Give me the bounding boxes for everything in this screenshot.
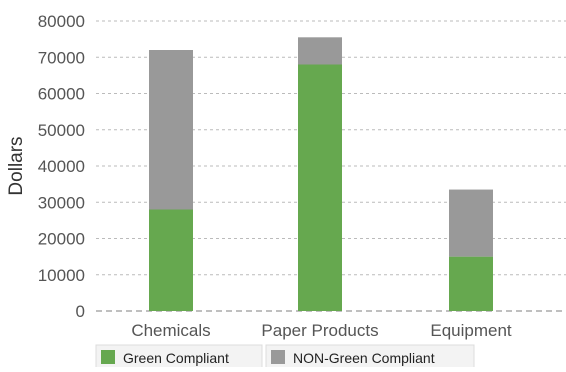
bar-green-compliant: [298, 64, 342, 311]
legend-item: Green Compliant: [95, 344, 263, 370]
bar-non-green-compliant: [149, 50, 193, 210]
legend-item-background: [265, 344, 475, 370]
y-tick-label: 60000: [38, 85, 85, 104]
legend-swatch: [271, 350, 285, 364]
x-tick-label: Equipment: [430, 321, 512, 340]
y-tick-label: 30000: [38, 193, 85, 212]
bar-non-green-compliant: [449, 189, 493, 257]
y-axis-tick-labels: 0 10000 20000 30000 40000 50000 60000 70000 8000…: [38, 12, 85, 321]
y-tick-label: 80000: [38, 12, 85, 31]
x-tick-label: Chemicals: [131, 321, 210, 340]
y-tick-label: 20000: [38, 230, 85, 249]
legend-label: NON-Green Compliant: [293, 350, 435, 366]
x-axis-tick-labels: Chemicals Paper Products Equipment: [131, 321, 512, 340]
legend-label: Green Compliant: [123, 350, 229, 366]
y-axis-label: Dollars: [6, 136, 27, 195]
y-tick-label: 40000: [38, 157, 85, 176]
y-tick-label: 10000: [38, 266, 85, 285]
x-tick-label: Paper Products: [261, 321, 378, 340]
bar-non-green-compliant: [298, 37, 342, 65]
y-tick-label: 70000: [38, 48, 85, 67]
y-tick-label: 50000: [38, 121, 85, 140]
legend-item: NON-Green Compliant: [265, 344, 475, 370]
bars: [149, 37, 493, 311]
y-tick-label: 0: [76, 302, 85, 321]
legend: Green Compliant NON-Green Compliant: [95, 344, 475, 370]
legend-swatch: [101, 350, 115, 364]
bar-green-compliant: [149, 209, 193, 311]
bar-green-compliant: [449, 256, 493, 311]
